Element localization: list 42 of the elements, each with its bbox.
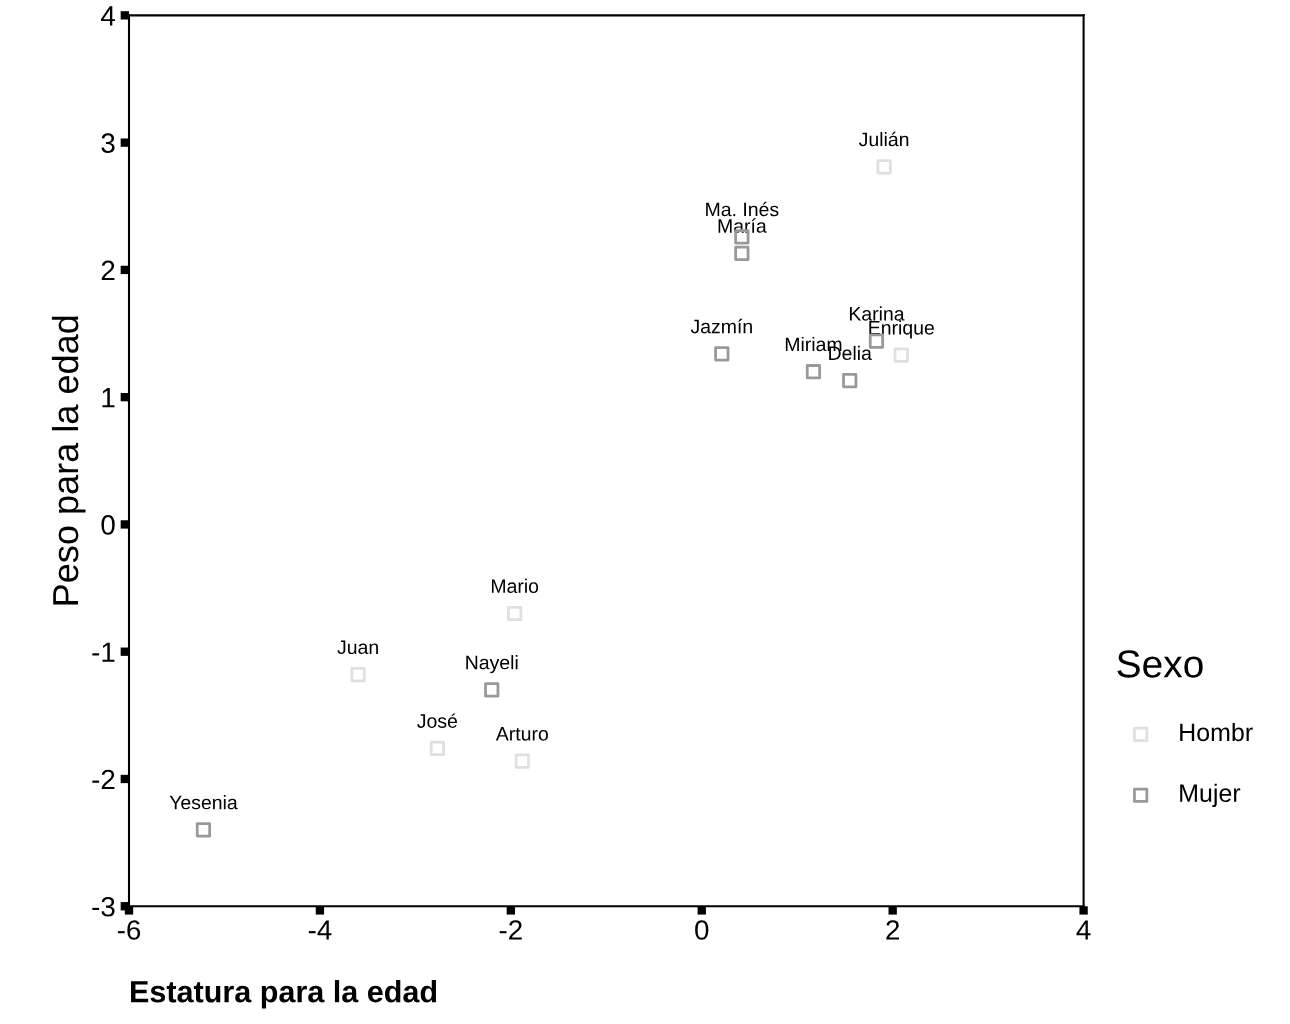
x-tick-label: 0 — [695, 920, 709, 940]
point — [507, 605, 523, 622]
annotation: Mario — [491, 578, 539, 594]
y-tick-label: 3 — [101, 133, 115, 153]
point — [876, 159, 892, 175]
annotation: Jazmín — [690, 318, 752, 334]
legend-label: Mujer — [1180, 783, 1241, 807]
point — [484, 682, 500, 698]
y-tick-label: 4 — [101, 6, 115, 26]
annotation: Enrique — [869, 320, 934, 339]
y-tick-label: -3 — [92, 896, 115, 917]
annotation: Arturo — [495, 727, 548, 741]
x-axis-title: Estatura para la edad — [131, 980, 437, 1009]
annotation: Juan — [337, 640, 378, 655]
legend-label: Hombr — [1180, 722, 1253, 742]
y-tick-label: -2 — [92, 769, 115, 790]
annotation: Yesenia — [169, 795, 238, 810]
x-tick-label: -4 — [308, 920, 332, 940]
y-tick-label: 2 — [101, 260, 115, 280]
point — [842, 373, 858, 389]
point — [429, 740, 445, 757]
x-tick-label: 4 — [1076, 920, 1091, 940]
point — [514, 753, 530, 769]
point — [714, 346, 730, 362]
point — [893, 347, 909, 363]
y-tick-label: -1 — [92, 642, 115, 662]
annotation: Julián — [858, 131, 909, 147]
point — [350, 667, 366, 683]
point — [195, 822, 212, 838]
annotation: Ma. Inés — [706, 201, 779, 217]
point — [805, 364, 822, 380]
legend-title: Sexo — [1117, 650, 1203, 678]
annotation: Karina — [849, 306, 905, 321]
point — [734, 245, 750, 261]
y-axis-title: Peso para la edad — [51, 316, 86, 605]
x-tick-label: -2 — [499, 920, 522, 940]
y-tick-label: 1 — [102, 388, 115, 408]
annotation: Nayeli — [466, 655, 518, 674]
annotation: José — [417, 713, 458, 728]
x-tick-label: 2 — [886, 920, 900, 940]
y-tick-label: 0 — [101, 515, 115, 535]
x-tick-label: -6 — [117, 920, 141, 940]
